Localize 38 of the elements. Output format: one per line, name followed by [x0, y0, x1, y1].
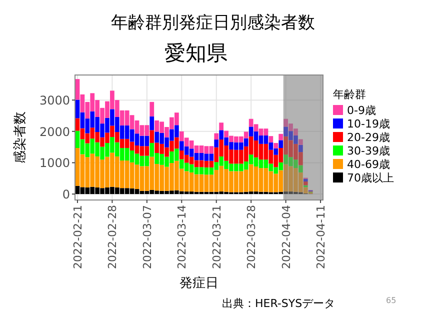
x-tick-label: 2022-04-04 [280, 205, 293, 269]
bar [298, 139, 303, 145]
x-tick-label: 2022-03-14 [176, 205, 189, 269]
bar [303, 182, 308, 186]
legend-label: 30-39歳 [347, 144, 390, 158]
legend-label: 20-29歳 [347, 131, 390, 144]
legend-label: 70歳以上 [347, 172, 394, 184]
legend-title: 年齢群 [333, 88, 366, 101]
bar [219, 122, 224, 130]
x-tick-label: 2022-02-28 [106, 205, 120, 269]
bar [278, 134, 284, 140]
bar [214, 133, 219, 140]
x-axis-title: 発症日 [180, 276, 218, 291]
y-tick-label: 3000 [39, 94, 70, 108]
bar [298, 144, 303, 152]
bar [150, 102, 154, 116]
bar [268, 136, 274, 142]
legend-label: 0-9歳 [347, 104, 376, 117]
bar [214, 140, 219, 148]
bar [278, 140, 284, 148]
x-tick-label: 2022-03-07 [140, 205, 154, 269]
y-tick-label: 1000 [39, 156, 70, 170]
legend-label: 10-19歳 [347, 118, 390, 130]
text: 65 [386, 296, 396, 305]
x-tick-label: 2022-03-28 [245, 205, 258, 269]
y-tick-label: 0 [62, 188, 70, 202]
y-axis-title: 感染者数 [13, 112, 28, 164]
bar [274, 142, 278, 148]
bar [303, 179, 308, 182]
y-tick-label: 2000 [39, 124, 70, 139]
legend-label: 40-69歳 [347, 158, 390, 171]
x-tick-label: 2022-04-11 [314, 205, 328, 269]
x-tick-label: 2022-03-21 [210, 205, 224, 269]
source-note: 出典：HER-SYSデータ [222, 297, 336, 310]
chart-title: 年齢群別発症日別感染者数 [111, 13, 315, 33]
x-tick-label: 2022-02-21 [71, 205, 84, 269]
chart-subtitle: 愛知県 [164, 41, 228, 65]
bar [150, 116, 154, 130]
